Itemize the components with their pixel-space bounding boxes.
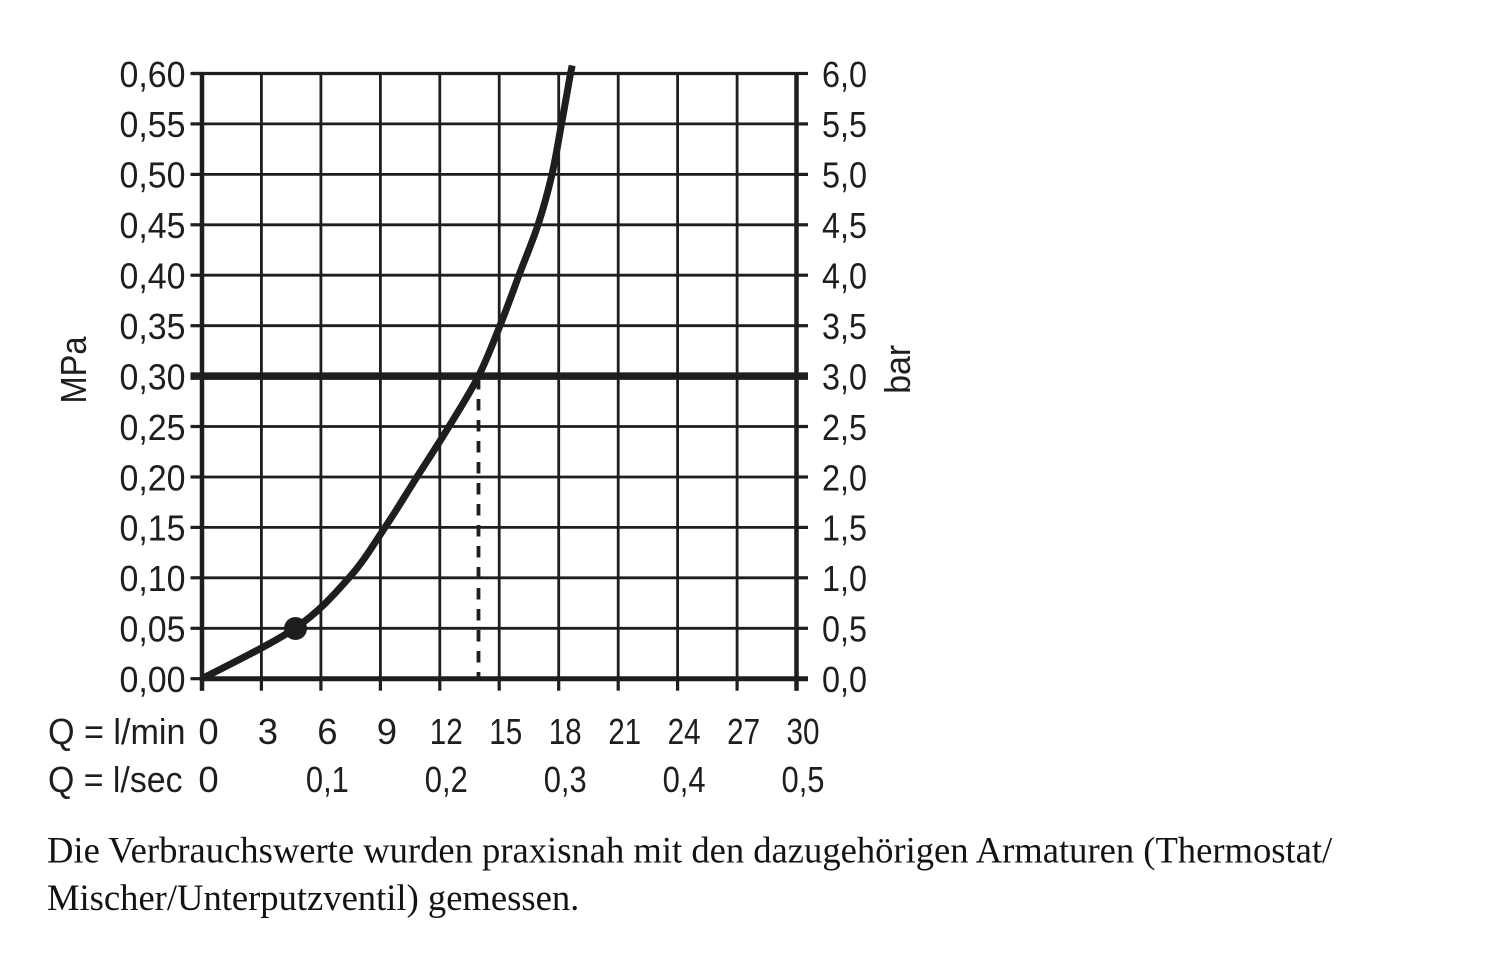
svg-text:MPa: MPa — [53, 336, 94, 404]
svg-text:Q = l/sec: Q = l/sec — [48, 759, 183, 800]
svg-text:6,0: 6,0 — [822, 54, 867, 95]
svg-text:0,5: 0,5 — [782, 759, 825, 800]
svg-text:0,50: 0,50 — [120, 155, 186, 196]
svg-text:0,10: 0,10 — [120, 558, 186, 599]
svg-text:1,0: 1,0 — [822, 558, 867, 599]
svg-text:18: 18 — [549, 711, 582, 752]
svg-text:0,45: 0,45 — [120, 205, 186, 246]
svg-text:0,4: 0,4 — [663, 759, 706, 800]
svg-text:6: 6 — [317, 711, 337, 752]
svg-text:3: 3 — [258, 711, 278, 752]
svg-text:0,0: 0,0 — [822, 659, 867, 700]
svg-text:9: 9 — [377, 711, 397, 752]
svg-text:0,60: 0,60 — [120, 54, 186, 95]
svg-text:3,0: 3,0 — [822, 356, 867, 397]
svg-text:21: 21 — [608, 711, 641, 752]
svg-text:4,0: 4,0 — [822, 256, 867, 297]
svg-text:0,2: 0,2 — [425, 759, 468, 800]
svg-text:0,3: 0,3 — [544, 759, 587, 800]
svg-text:2,5: 2,5 — [822, 407, 867, 448]
svg-text:Q = l/min: Q = l/min — [48, 711, 186, 752]
svg-text:0,25: 0,25 — [120, 407, 186, 448]
svg-text:24: 24 — [668, 711, 701, 752]
svg-text:15: 15 — [489, 711, 522, 752]
svg-text:0,00: 0,00 — [120, 659, 186, 700]
svg-text:30: 30 — [787, 711, 820, 752]
svg-text:0,40: 0,40 — [120, 256, 186, 297]
svg-text:0,05: 0,05 — [120, 609, 186, 650]
svg-text:0: 0 — [198, 711, 218, 752]
svg-text:12: 12 — [430, 711, 463, 752]
svg-text:0,15: 0,15 — [120, 508, 186, 549]
svg-text:Die Verbrauchswerte wurden pra: Die Verbrauchswerte wurden praxisnah mit… — [47, 830, 1333, 871]
svg-text:1,5: 1,5 — [822, 508, 867, 549]
svg-text:4,5: 4,5 — [822, 205, 867, 246]
svg-text:0,1: 0,1 — [306, 759, 349, 800]
svg-text:0: 0 — [198, 759, 218, 800]
svg-text:5,0: 5,0 — [822, 155, 867, 196]
svg-text:27: 27 — [727, 711, 760, 752]
svg-text:0,5: 0,5 — [822, 609, 867, 650]
svg-text:0,30: 0,30 — [120, 356, 186, 397]
svg-text:0,20: 0,20 — [120, 457, 186, 498]
svg-text:2,0: 2,0 — [822, 457, 867, 498]
svg-text:3,5: 3,5 — [822, 306, 867, 347]
svg-text:0,55: 0,55 — [120, 104, 186, 145]
svg-text:bar: bar — [877, 345, 918, 394]
svg-text:Mischer/Unterputzventil) gemes: Mischer/Unterputzventil) gemessen. — [47, 877, 579, 918]
svg-text:0,35: 0,35 — [120, 306, 186, 347]
svg-text:5,5: 5,5 — [822, 104, 867, 145]
